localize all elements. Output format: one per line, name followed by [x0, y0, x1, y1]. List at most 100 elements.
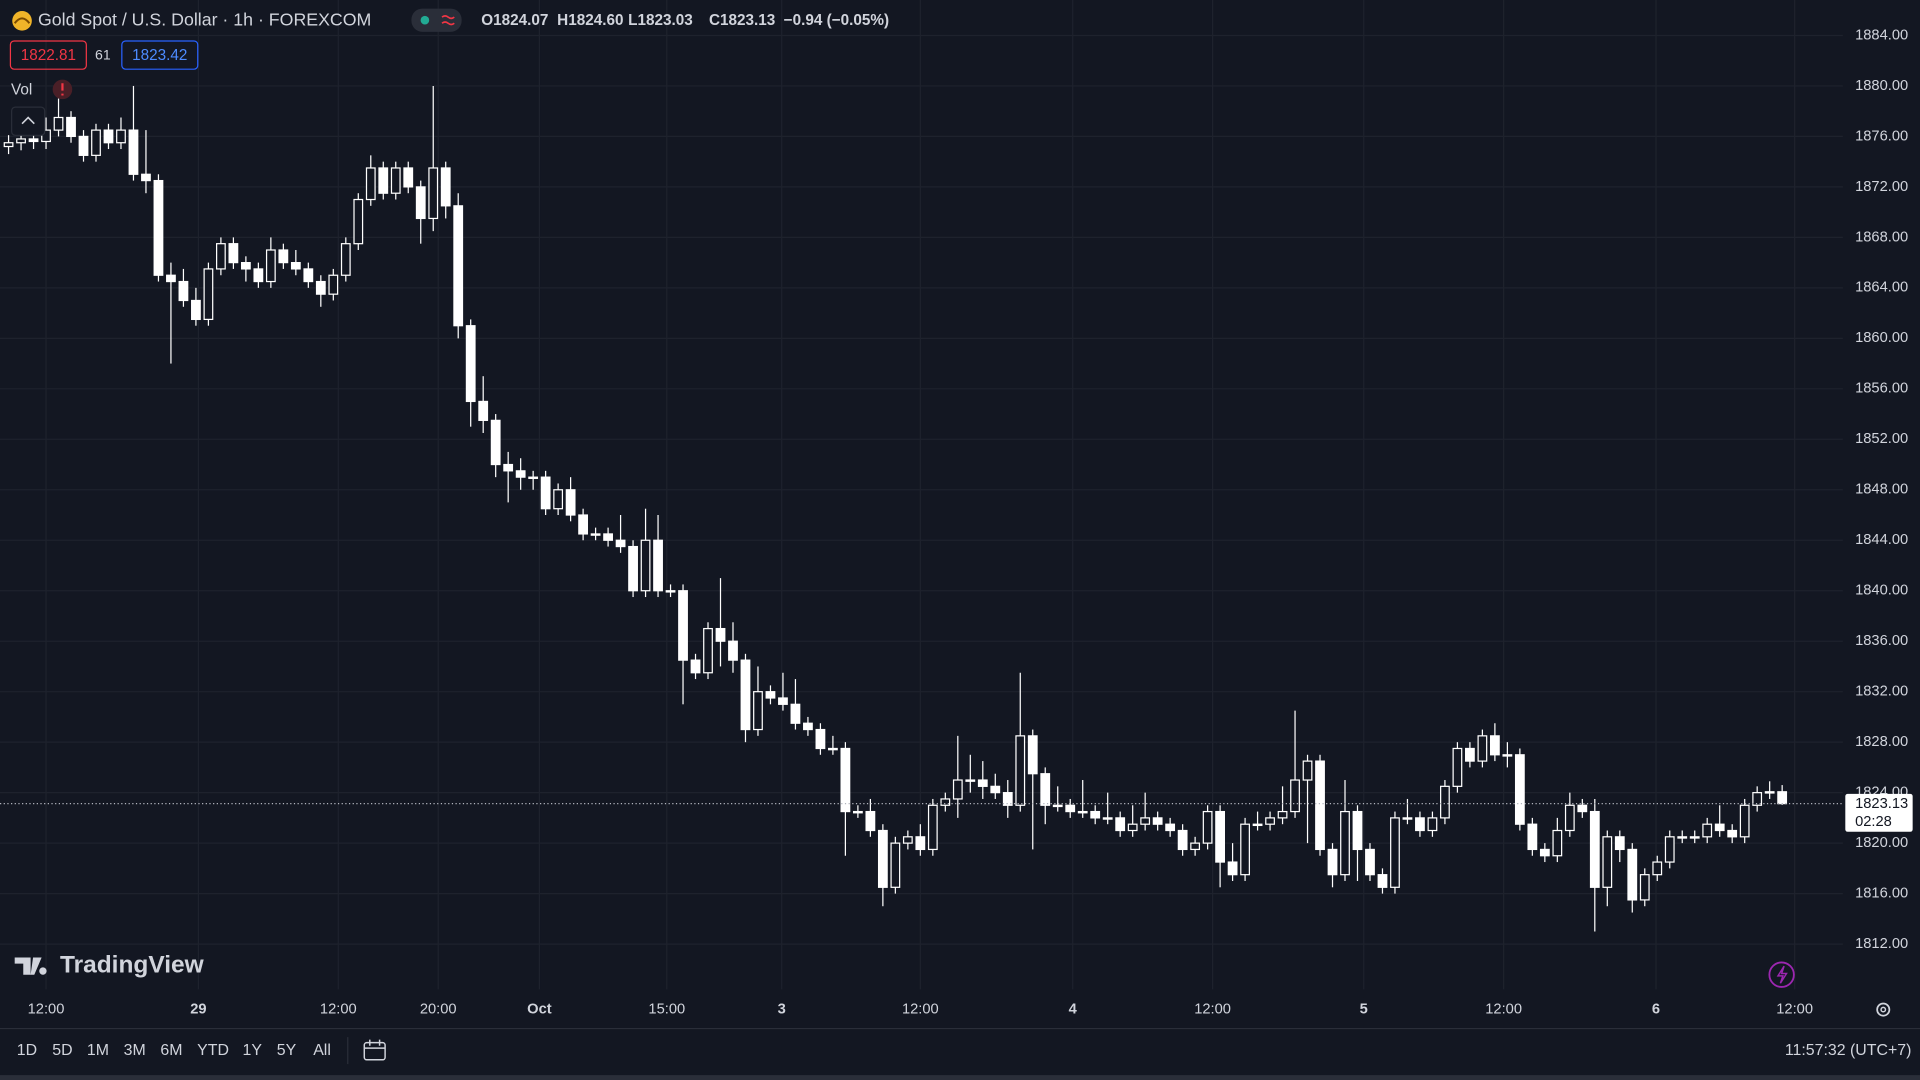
candle-body [365, 167, 376, 201]
x-tick-label: 12:00 [1485, 1001, 1522, 1017]
candle-body [1602, 836, 1613, 888]
candle-body [1090, 810, 1101, 819]
candle-body [1415, 817, 1425, 832]
candle-body [952, 779, 963, 800]
candle-body [740, 659, 751, 731]
candle-body [390, 167, 401, 194]
legend-open: O1824.07 [481, 12, 548, 29]
last-price-label: 1823.13 [1855, 796, 1908, 812]
candle-body [1077, 810, 1088, 814]
candle-body [778, 697, 788, 705]
candle-body [1539, 848, 1550, 857]
candle-body [415, 186, 426, 220]
spread: 61 [95, 46, 111, 62]
candle-body [1065, 804, 1076, 813]
collapse-button[interactable] [11, 106, 46, 136]
range-button[interactable]: 5D [52, 1042, 72, 1059]
candle-body [1202, 810, 1213, 844]
candle-body [1727, 829, 1738, 838]
candle-body [1552, 829, 1563, 857]
candle-body [1689, 836, 1700, 839]
range-button[interactable]: 5Y [277, 1042, 297, 1059]
candle-body [1752, 792, 1763, 806]
candle-body [890, 842, 901, 888]
candle-body [753, 691, 763, 731]
candle-body [1764, 791, 1775, 794]
candle-body [1390, 817, 1400, 888]
symbol-icon [12, 11, 32, 31]
settings-icon[interactable] [1876, 1002, 1891, 1017]
bid-box[interactable] [9, 40, 87, 70]
candle-body [1015, 735, 1026, 806]
candle-body [578, 514, 589, 535]
candle-body [703, 627, 713, 674]
symbol-title[interactable]: Gold Spot / U.S. Dollar · 1h · FOREXCOM [38, 10, 371, 30]
candle-body [1564, 804, 1575, 832]
candle-body [977, 779, 988, 787]
range-button[interactable]: All [313, 1042, 331, 1059]
x-tick-label: 3 [778, 1001, 786, 1017]
y-tick-label: 1832.00 [1855, 684, 1908, 700]
candle-body [128, 129, 139, 175]
alert-bolt [1776, 965, 1788, 984]
y-tick-label: 1876.00 [1855, 128, 1908, 144]
candle-body [678, 590, 688, 661]
candle-body [178, 280, 189, 302]
candle-body [565, 489, 576, 516]
candle-body [103, 129, 114, 144]
range-button[interactable]: 6M [160, 1042, 182, 1059]
candle-body [1252, 823, 1263, 827]
x-tick-label: 12:00 [1776, 1001, 1813, 1017]
candle-body [1440, 785, 1450, 819]
candle-body [1714, 823, 1725, 832]
candle-body [315, 280, 326, 295]
candle-body [265, 249, 276, 283]
legend-change: −0.94 (−0.05%) [784, 12, 889, 29]
collapse-chevron [21, 116, 35, 125]
legend-close: C1823.13 [709, 12, 775, 29]
range-button[interactable]: 1M [87, 1042, 109, 1059]
candle-body [1614, 836, 1625, 851]
candle-body [253, 268, 264, 283]
candle-body [1215, 810, 1226, 863]
candle-body [828, 747, 838, 751]
candle-body [440, 167, 451, 207]
range-button[interactable]: 3M [124, 1042, 146, 1059]
candle-body [78, 135, 89, 156]
y-tick-label: 1880.00 [1855, 78, 1908, 94]
x-tick-label: 29 [190, 1001, 206, 1017]
date-range-icon[interactable] [363, 1041, 386, 1061]
ask-box[interactable] [121, 40, 199, 70]
candle-body [28, 138, 39, 143]
candle-body [1190, 842, 1201, 851]
candle-body [902, 836, 913, 844]
candle-body [478, 400, 489, 421]
candle-body [1527, 823, 1538, 851]
countdown-label: 02:28 [1855, 814, 1892, 830]
ask-price: 1823.42 [132, 47, 187, 64]
logo-text[interactable]: TradingView [60, 952, 205, 979]
y-tick-label: 1848.00 [1855, 482, 1908, 498]
range-button[interactable]: 1Y [243, 1042, 263, 1059]
candle-body [653, 539, 663, 592]
status-pill[interactable] [411, 8, 462, 32]
candle-body [216, 243, 226, 270]
candle-body [1315, 760, 1325, 851]
x-tick-label: 12:00 [902, 1001, 939, 1017]
volume-label[interactable]: Vol [11, 82, 32, 99]
candle-body [1265, 817, 1275, 825]
candle-body [1627, 848, 1638, 901]
clock[interactable]: 11:57:32 (UTC+7) [1785, 1042, 1912, 1059]
settings-icon-core [1880, 1006, 1887, 1013]
x-tick-label: 20:00 [420, 1001, 457, 1017]
range-button[interactable]: YTD [197, 1042, 229, 1059]
candle-body [628, 545, 638, 592]
candle-body [1427, 817, 1438, 832]
candle-body [1589, 810, 1600, 888]
candle-body [3, 142, 14, 148]
alert-icon[interactable] [1768, 961, 1795, 988]
candle-body [1452, 747, 1463, 787]
range-button[interactable]: 1D [17, 1042, 37, 1059]
candle-body [1302, 760, 1313, 781]
candle-body [1639, 874, 1650, 901]
